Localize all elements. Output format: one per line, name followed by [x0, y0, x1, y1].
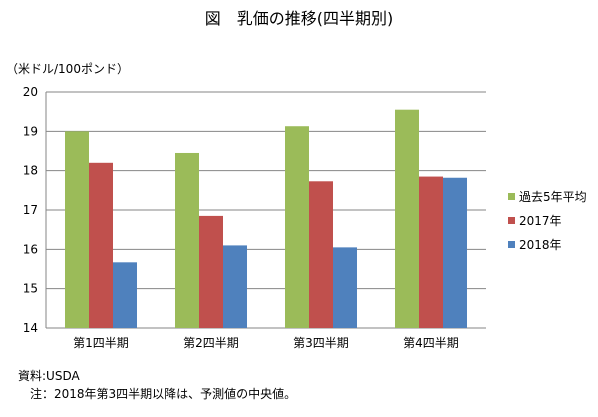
legend-label: 2018年: [519, 238, 562, 252]
legend: 過去5年平均 2017年 2018年: [508, 190, 587, 252]
y-tick-label: 20: [23, 85, 38, 99]
bar-series-0-cat-0: [65, 131, 89, 328]
bar-series-1-cat-2: [309, 181, 333, 328]
y-tick-label: 16: [23, 242, 38, 256]
legend-label: 2017年: [519, 214, 562, 228]
legend-swatch: [508, 193, 515, 200]
category-label: 第2四半期: [183, 336, 239, 350]
legend-swatch: [508, 217, 515, 224]
bar-series-2-cat-3: [443, 177, 467, 328]
y-tick-label: 18: [23, 164, 38, 178]
y-tick-label: 19: [23, 124, 38, 138]
y-tick-label: 15: [23, 282, 38, 296]
legend-label: 過去5年平均: [519, 190, 587, 204]
bar-series-1-cat-3: [419, 176, 443, 328]
category-label: 第3四半期: [293, 336, 349, 350]
bar-series-0-cat-1: [175, 152, 199, 328]
unit-label: （米ドル/100ポンド）: [6, 62, 129, 76]
bar-series-2-cat-0: [113, 262, 137, 328]
chart-title: 図 乳価の推移(四半期別): [205, 9, 394, 28]
category-labels: 第1四半期 第2四半期 第3四半期 第4四半期: [73, 336, 459, 350]
bar-series-0-cat-3: [395, 109, 419, 328]
bar-series-1-cat-1: [199, 215, 223, 328]
category-label: 第4四半期: [403, 336, 459, 350]
y-tick-labels: 14 15 16 17 18 19 20: [23, 85, 38, 335]
bar-series-0-cat-2: [285, 126, 309, 328]
legend-swatch: [508, 241, 515, 248]
y-tick-label: 17: [23, 203, 38, 217]
bar-series-2-cat-1: [223, 245, 247, 328]
bar-series-1-cat-0: [89, 162, 113, 328]
category-label: 第1四半期: [73, 336, 129, 350]
bar-series-2-cat-2: [333, 247, 357, 328]
y-tick-label: 14: [23, 321, 38, 335]
bars: [65, 109, 467, 328]
note-label: 注：2018年第3四半期以降は、予測値の中央値。: [30, 386, 296, 401]
source-label: 資料:USDA: [18, 369, 80, 383]
